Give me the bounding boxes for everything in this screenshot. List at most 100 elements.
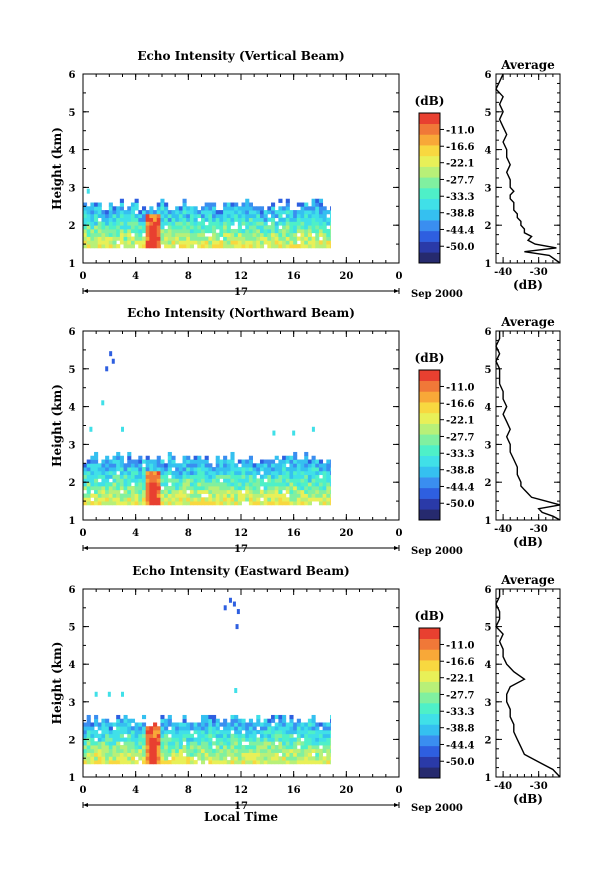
heatmap-cell xyxy=(127,733,132,738)
heatmap-cell xyxy=(204,210,209,215)
heatmap-cell xyxy=(274,225,279,230)
heatmap-cell xyxy=(189,232,194,237)
x-tick-label: 4 xyxy=(132,785,139,796)
heatmap-cell xyxy=(167,459,172,464)
colorbar-swatch xyxy=(419,498,440,510)
heatmap-cell xyxy=(230,485,235,491)
heatmap-cell xyxy=(86,501,91,506)
heatmap-cell xyxy=(219,722,224,727)
heatmap-cell xyxy=(189,493,194,498)
heatmap-cell xyxy=(278,482,283,487)
heatmap-cell xyxy=(248,722,253,727)
scattered-echo xyxy=(272,430,276,436)
heatmap-cell xyxy=(164,737,169,742)
heatmap-cell xyxy=(153,733,158,738)
heatmap-cell xyxy=(83,202,88,207)
heatmap-cell xyxy=(237,497,242,502)
heatmap-cell xyxy=(153,244,158,249)
heatmap-cell xyxy=(237,213,242,219)
heatmap-cell xyxy=(123,482,128,487)
heatmap-cell xyxy=(307,497,312,502)
heatmap-cell xyxy=(293,482,298,487)
heatmap-cell xyxy=(167,228,172,234)
heatmap-cell xyxy=(293,210,298,215)
heatmap-cell xyxy=(186,478,191,483)
heatmap-cell xyxy=(293,244,298,249)
heatmap-cell xyxy=(256,485,261,491)
heatmap-cell xyxy=(123,485,128,491)
heatmap-cell xyxy=(94,228,99,234)
heatmap-cell xyxy=(204,485,209,491)
heatmap-cell xyxy=(105,236,110,241)
heatmap-cell xyxy=(86,221,91,226)
average-y-tick-label: 2 xyxy=(485,735,492,746)
heatmap-cell xyxy=(153,760,158,765)
heatmap-cell xyxy=(83,741,88,746)
heatmap-cell xyxy=(167,485,172,491)
heatmap-cell xyxy=(153,240,158,245)
heatmap-cell xyxy=(156,244,161,249)
heatmap-cell xyxy=(138,730,143,735)
heatmap-cell xyxy=(86,482,91,487)
colorbar-tick-label: -11.0 xyxy=(446,125,475,136)
colorbar-swatch xyxy=(419,628,440,640)
heatmap-cell xyxy=(215,493,220,498)
heatmap-cell xyxy=(234,217,239,222)
heatmap-cell xyxy=(175,463,180,468)
heatmap-cell xyxy=(175,756,180,761)
heatmap-cell xyxy=(304,752,309,757)
heatmap-cell xyxy=(160,730,165,735)
heatmap-cell xyxy=(94,497,99,502)
colorbar-tick-label: -50.0 xyxy=(446,499,475,510)
heatmap-cell xyxy=(108,730,113,735)
heatmap-cell xyxy=(130,240,136,245)
heatmap-cell xyxy=(259,752,265,757)
heatmap-cell xyxy=(156,217,161,222)
heatmap-cell xyxy=(285,474,290,479)
heatmap-cell xyxy=(326,236,331,241)
heatmap-cell xyxy=(149,756,154,761)
heatmap-cell xyxy=(189,470,194,476)
heatmap-cell xyxy=(230,217,235,222)
heatmap-cell xyxy=(119,455,124,460)
heatmap-cell xyxy=(119,722,124,727)
heatmap-cell xyxy=(311,228,316,234)
date-bar-arrow xyxy=(83,289,88,293)
heatmap-cell xyxy=(307,482,312,487)
heatmap-cell xyxy=(212,213,217,219)
heatmap-cell xyxy=(153,213,158,219)
heatmap-cell xyxy=(307,722,312,727)
scattered-echo xyxy=(105,366,109,372)
heatmap-cell xyxy=(245,217,250,222)
heatmap-cell xyxy=(94,221,99,226)
heatmap-cell xyxy=(160,232,165,237)
heatmap-cell xyxy=(160,240,165,245)
heatmap-cell xyxy=(330,225,331,230)
heatmap-cell xyxy=(97,232,102,237)
heatmap-cell xyxy=(193,213,198,219)
heatmap-cell xyxy=(193,221,198,226)
heatmap-cell xyxy=(326,474,331,479)
heatmap-cell xyxy=(267,760,272,765)
heatmap-cell xyxy=(97,463,102,468)
heatmap-cell xyxy=(293,232,298,237)
heatmap-cell xyxy=(252,210,257,215)
y-tick-label: 4 xyxy=(69,146,76,157)
heatmap-cell xyxy=(300,733,305,738)
heatmap-cell xyxy=(153,478,158,483)
heatmap-cell xyxy=(226,478,231,483)
heatmap-cell xyxy=(160,737,165,742)
heatmap-cell xyxy=(248,493,253,498)
heatmap-cell xyxy=(186,467,191,472)
heatmap-cell xyxy=(83,478,88,483)
heatmap-cell xyxy=(101,228,106,234)
heatmap-cell xyxy=(160,236,165,241)
heatmap-cell xyxy=(83,722,88,727)
heatmap-cell xyxy=(252,478,257,483)
heatmap-cell xyxy=(315,221,320,226)
heatmap-cell xyxy=(282,470,287,476)
average-y-tick-label: 1 xyxy=(485,773,492,784)
x-tick-label: 16 xyxy=(287,271,301,282)
heatmap-cell xyxy=(119,493,124,498)
